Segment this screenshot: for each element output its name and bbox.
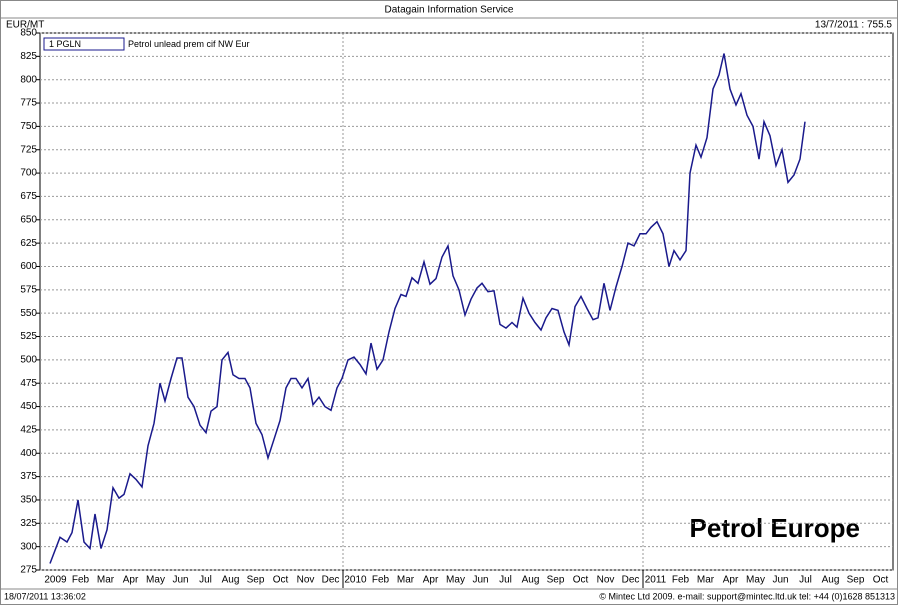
x-tick-label: Dec xyxy=(322,575,340,586)
x-tick-label: Nov xyxy=(597,575,615,586)
y-tick-label: 550 xyxy=(20,308,37,319)
price-line xyxy=(49,53,806,564)
last-value: 13/7/2011 : 755.5 xyxy=(815,20,893,31)
x-tick-label: Aug xyxy=(522,575,540,586)
x-tick-label: Apr xyxy=(423,575,439,586)
x-tick-label: May xyxy=(446,575,465,586)
legend-code: 1 PGLN xyxy=(49,39,81,49)
y-tick-label: 850 xyxy=(20,28,37,39)
x-tick-label: Jul xyxy=(799,575,812,586)
x-tick-label: Oct xyxy=(873,575,889,586)
y-tick-label: 575 xyxy=(20,284,37,295)
y-tick-label: 650 xyxy=(20,214,37,225)
y-tick-label: 400 xyxy=(20,448,37,459)
y-tick-label: 675 xyxy=(20,191,37,202)
y-tick-label: 325 xyxy=(20,518,37,529)
footer-copyright: © Mintec Ltd 2009. e-mail: support@minte… xyxy=(599,591,895,601)
footer-timestamp: 18/07/2011 13:36:02 xyxy=(4,591,86,601)
x-tick-label: Feb xyxy=(372,575,390,586)
window-title: Datagain Information Service xyxy=(385,5,514,16)
x-tick-label: Nov xyxy=(297,575,315,586)
y-tick-label: 300 xyxy=(20,541,37,552)
x-tick-label: Feb xyxy=(672,575,690,586)
x-tick-label: May xyxy=(146,575,165,586)
y-tick-label: 700 xyxy=(20,168,37,179)
x-tick-label: Jul xyxy=(199,575,212,586)
x-tick-label: 2009 xyxy=(44,575,67,586)
y-tick-label: 500 xyxy=(20,355,37,366)
x-tick-label: May xyxy=(746,575,765,586)
x-tick-label: Jun xyxy=(172,575,188,586)
legend-name: Petrol unlead prem cif NW Eur xyxy=(128,39,250,49)
y-tick-label: 625 xyxy=(20,238,37,249)
y-tick-label: 800 xyxy=(20,74,37,85)
x-tick-label: Mar xyxy=(697,575,715,586)
x-tick-label: Mar xyxy=(397,575,415,586)
plot-border xyxy=(39,32,894,571)
x-tick-label: Sep xyxy=(247,575,265,586)
x-tick-label: Oct xyxy=(273,575,289,586)
y-tick-label: 450 xyxy=(20,401,37,412)
x-tick-label: Apr xyxy=(123,575,139,586)
x-tick-label: Aug xyxy=(822,575,840,586)
x-tick-label: 2011 xyxy=(645,575,667,586)
x-tick-label: Aug xyxy=(222,575,240,586)
legend-box xyxy=(43,37,125,51)
x-tick-label: Jun xyxy=(472,575,488,586)
y-tick-label: 475 xyxy=(20,378,37,389)
annotation: Petrol Europe xyxy=(690,513,860,543)
y-tick-label: 725 xyxy=(20,144,37,155)
x-tick-label: 2010 xyxy=(344,575,367,586)
y-tick-label: 750 xyxy=(20,121,37,132)
y-tick-label: 525 xyxy=(20,331,37,342)
x-tick-label: Apr xyxy=(723,575,739,586)
x-tick-label: Dec xyxy=(622,575,640,586)
x-tick-label: Sep xyxy=(547,575,565,586)
x-tick-label: Jun xyxy=(772,575,788,586)
y-tick-label: 600 xyxy=(20,261,37,272)
y-tick-label: 425 xyxy=(20,425,37,436)
x-tick-label: Oct xyxy=(573,575,589,586)
y-tick-label: 350 xyxy=(20,495,37,506)
x-tick-label: Sep xyxy=(847,575,865,586)
x-tick-label: Jul xyxy=(499,575,512,586)
x-tick-label: Mar xyxy=(97,575,115,586)
y-tick-label: 375 xyxy=(20,471,37,482)
y-tick-label: 275 xyxy=(20,565,37,576)
y-tick-label: 825 xyxy=(20,51,37,62)
unit-label: EUR/MT xyxy=(6,20,44,31)
x-tick-label: Feb xyxy=(72,575,90,586)
y-tick-label: 775 xyxy=(20,98,37,109)
